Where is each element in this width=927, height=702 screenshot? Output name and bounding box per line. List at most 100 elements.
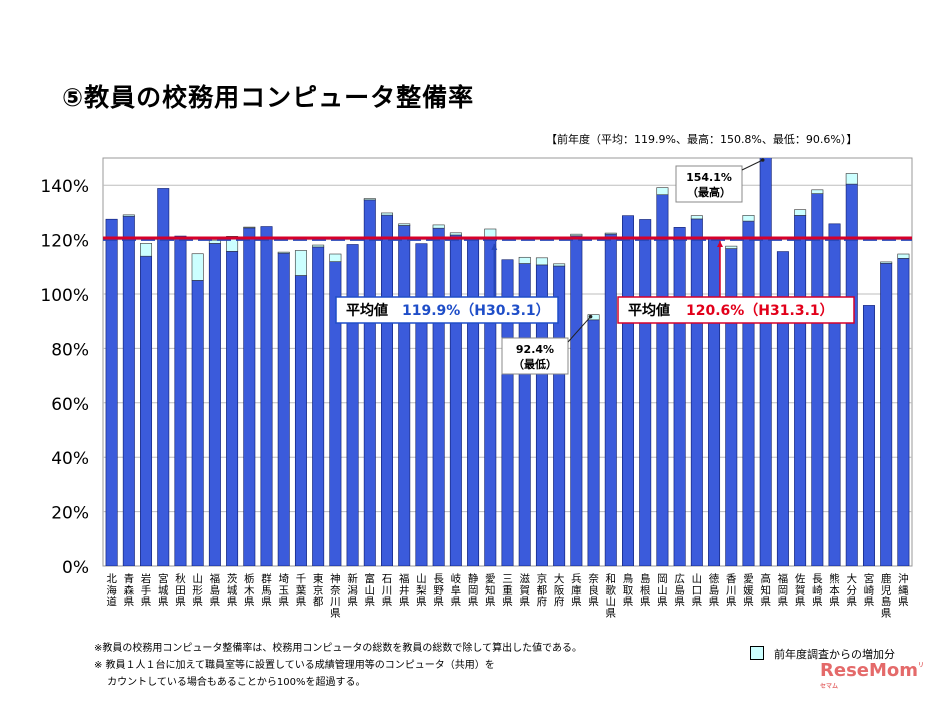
x-tick-label: 県 (141, 596, 152, 608)
bar-広島県 (673, 227, 686, 566)
x-tick-label: 島 (640, 572, 651, 585)
annotation-text: 92.4% (516, 343, 554, 356)
x-tick-label: 県 (847, 596, 858, 608)
bar-新潟県 (346, 244, 359, 566)
legend-swatch (750, 646, 764, 660)
average-label: 平均値 (628, 302, 670, 319)
average-box (617, 296, 855, 324)
x-tick-label: 野 (433, 585, 444, 597)
x-tick-label: 県 (244, 596, 255, 608)
x-tick-label: 城 (227, 585, 238, 597)
x-tick-label: 県 (175, 596, 186, 608)
bar-宮城県 (157, 188, 170, 566)
x-tick-label: 玉 (278, 585, 289, 597)
x-tick-label: 県 (898, 596, 909, 608)
x-tick-label: 宮 (158, 572, 169, 585)
x-tick-label: 手 (141, 584, 152, 597)
x-tick-label: 井 (399, 584, 410, 597)
bar-佐賀県 (794, 215, 807, 566)
annotation-arrow (741, 159, 763, 171)
x-tick-label: 石 (382, 573, 393, 585)
x-tick-label: 岡 (468, 585, 479, 597)
x-tick-label: 東 (313, 572, 324, 585)
logo-text: ReseMom (820, 660, 919, 681)
x-tick-label: 崎 (864, 584, 875, 597)
bar-山口県 (690, 218, 703, 566)
y-tick-label: 80% (51, 340, 89, 360)
bar-群馬県 (260, 226, 273, 566)
increase-大阪府 (553, 263, 566, 267)
y-tick-label: 60% (51, 395, 89, 415)
increase-岡山県 (656, 187, 669, 196)
x-tick-label: 栃 (244, 572, 255, 585)
x-tick-label: 県 (726, 596, 737, 608)
x-tick-label: 宮 (864, 572, 875, 585)
average-value: 120.6%（H31.3.1） (686, 303, 834, 319)
x-tick-label: 沖 (898, 572, 909, 585)
x-tick-label: 川 (726, 585, 737, 597)
increase-埼玉県 (277, 251, 290, 254)
x-tick-label: 奈 (330, 584, 341, 597)
x-tick-label: 千 (296, 573, 307, 585)
annotation-arrow-head (760, 158, 765, 162)
y-tick-label: 100% (40, 286, 89, 306)
x-tick-label: 分 (847, 585, 858, 597)
increase-栃木県 (243, 226, 256, 229)
x-tick-label: 県 (571, 596, 582, 608)
bar-岐阜県 (449, 234, 462, 566)
bar-兵庫県 (570, 235, 583, 566)
bar-熊本県 (828, 223, 841, 566)
bar-三重県 (501, 259, 514, 566)
bar-宮崎県 (862, 305, 875, 566)
previous-year-summary: 【前年度（平均：119.9%、最高：150.8%、最低：90.6%）】 (546, 133, 858, 146)
x-tick-label: 葉 (296, 584, 307, 597)
x-tick-label: 長 (812, 573, 823, 585)
y-tick-label: 120% (40, 232, 89, 252)
x-tick-label: 県 (296, 596, 307, 608)
logo-subtext: リセマム (820, 662, 925, 690)
increase-沖縄県 (897, 253, 910, 259)
x-tick-label: 県 (485, 596, 496, 608)
x-tick-label: 阜 (451, 584, 462, 597)
x-tick-label: 賀 (519, 585, 530, 597)
x-tick-label: 県 (881, 608, 892, 620)
x-tick-label: 鹿 (881, 572, 892, 585)
bar-島根県 (639, 219, 652, 566)
bar-北海道 (105, 218, 118, 566)
x-tick-label: 島 (674, 584, 685, 597)
x-tick-label: 本 (829, 584, 840, 597)
x-tick-label: 庫 (571, 584, 582, 597)
prev-average-box (335, 296, 559, 324)
x-tick-label: 重 (502, 584, 513, 597)
prev-average-label: 平均値 (346, 302, 388, 319)
x-tick-label: 田 (175, 585, 186, 597)
bar-静岡県 (467, 237, 480, 566)
x-tick-label: 県 (674, 596, 685, 608)
x-tick-label: 静 (468, 572, 479, 585)
bar-奈良県 (587, 319, 600, 566)
x-tick-label: 県 (778, 596, 789, 608)
increase-岐阜県 (449, 232, 462, 236)
x-tick-label: 山 (606, 596, 617, 608)
x-tick-label: 高 (760, 572, 771, 585)
x-tick-label: 県 (743, 596, 754, 608)
bar-山梨県 (415, 243, 428, 566)
bar-福井県 (398, 225, 411, 566)
x-tick-label: 県 (588, 596, 599, 608)
x-tick-label: 道 (106, 595, 117, 608)
increase-愛媛県 (742, 215, 755, 222)
x-tick-label: 梨 (416, 584, 427, 597)
bar-大分県 (845, 183, 858, 566)
x-tick-label: 山 (657, 585, 668, 597)
increase-福井県 (398, 223, 411, 226)
bar-長野県 (432, 227, 445, 566)
x-tick-label: 島 (210, 584, 221, 597)
increase-富山県 (363, 198, 376, 201)
bar-鹿児島県 (880, 262, 893, 566)
x-tick-label: 海 (106, 584, 117, 597)
x-tick-label: 縄 (898, 584, 909, 597)
x-tick-label: 県 (640, 596, 651, 608)
x-tick-label: 徳 (709, 572, 720, 585)
bar-岩手県 (140, 255, 153, 566)
